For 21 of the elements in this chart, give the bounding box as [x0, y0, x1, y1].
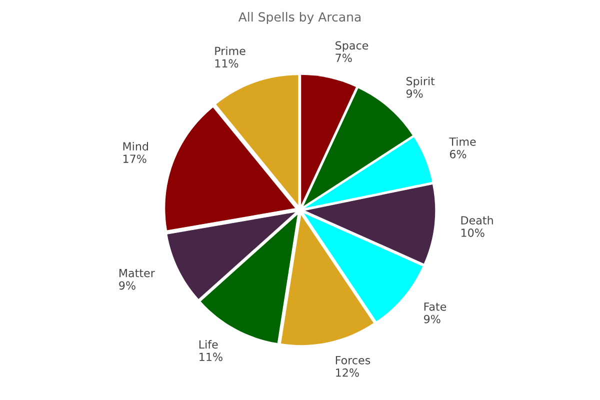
slice-label: Fate: [424, 302, 446, 311]
slice-label: Matter: [120, 269, 155, 278]
data-label: 11%: [200, 352, 222, 362]
data-label: 17%: [123, 154, 146, 164]
slice-label: Mind: [123, 142, 148, 151]
data-label: 7%: [336, 54, 352, 62]
data-label: 6%: [450, 150, 466, 158]
slice-label: Spirit: [406, 76, 435, 88]
data-label: 12%: [336, 368, 359, 377]
slice-label: Prime: [215, 46, 246, 56]
data-label: 9%: [119, 281, 136, 290]
data-label: 11%: [215, 59, 238, 68]
slice-label: Death: [461, 216, 493, 225]
slice-label: Forces: [336, 356, 370, 364]
slice-label: Life: [199, 340, 218, 349]
slice-label: Time: [449, 137, 476, 146]
chart-title: All Spells by Arcana: [238, 12, 361, 24]
data-label: 9%: [406, 89, 423, 98]
data-label: 10%: [461, 228, 484, 237]
data-label: 9%: [424, 314, 440, 324]
slice-label: Space: [336, 41, 368, 52]
